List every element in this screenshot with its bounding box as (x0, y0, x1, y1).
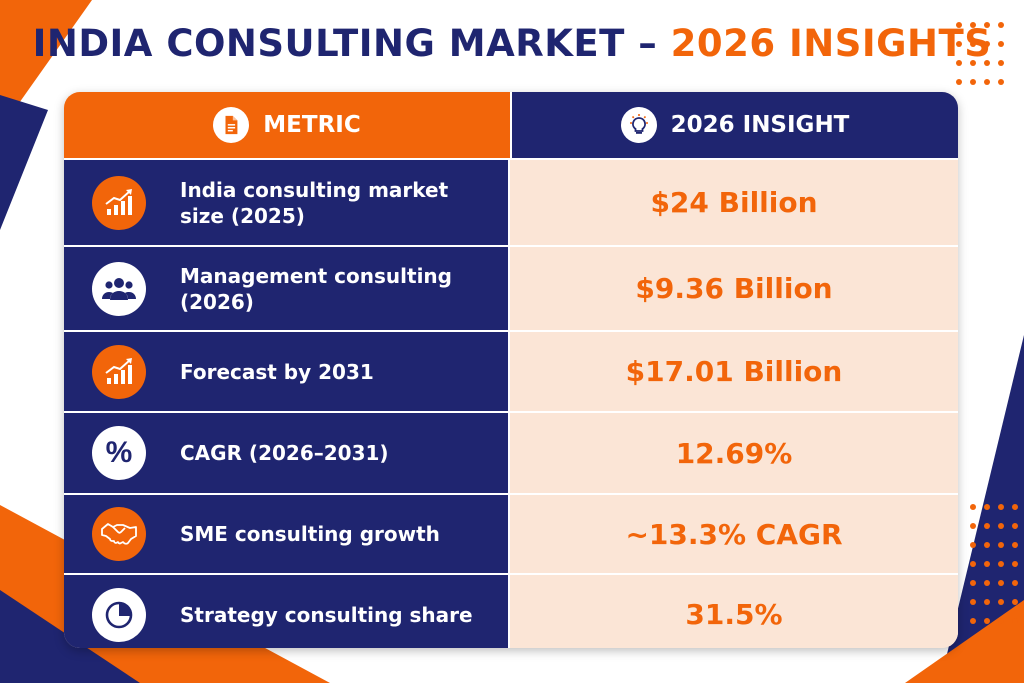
title-main: INDIA CONSULTING MARKET – (32, 22, 671, 65)
metric-cell: Management consulting (2026) (64, 247, 510, 330)
document-icon (213, 107, 250, 143)
people-group-icon (92, 261, 146, 316)
metric-label: Strategy consulting share (180, 602, 473, 627)
growth-chart-icon (92, 344, 146, 399)
metric-label: CAGR (2026–2031) (180, 441, 389, 465)
growth-chart-icon (92, 175, 146, 230)
table-header: METRIC 2026 INSIGHT (64, 92, 958, 158)
table-row: Management consulting (2026) $9.36 Billi… (64, 245, 958, 330)
dot-pattern-bottom-right (966, 500, 1022, 633)
insight-value: 12.69% (510, 413, 958, 493)
page-title: INDIA CONSULTING MARKET – 2026 INSIGHTS (0, 22, 1024, 65)
table-row: Forecast by 2031 $17.01 Billion (64, 330, 958, 411)
table-row: SME consulting growth ~13.3% CAGR (64, 493, 958, 573)
pie-chart-icon (92, 587, 146, 642)
insight-value: $24 Billion (510, 160, 958, 245)
header-insight: 2026 INSIGHT (512, 92, 958, 158)
metric-cell: Strategy consulting share (64, 575, 510, 648)
insight-value: 31.5% (510, 575, 958, 648)
metric-label: SME consulting growth (180, 522, 440, 546)
table-row: % CAGR (2026–2031) 12.69% (64, 411, 958, 493)
lightbulb-icon (620, 107, 657, 143)
percent-icon: % (92, 426, 146, 480)
insight-value: ~13.3% CAGR (510, 495, 958, 573)
table-row: Strategy consulting share 31.5% (64, 573, 958, 648)
metric-label: Forecast by 2031 (180, 359, 374, 384)
title-accent: 2026 INSIGHTS (670, 22, 992, 65)
insight-value: $9.36 Billion (510, 247, 958, 330)
handshake-icon (92, 507, 146, 561)
metric-label: Management consulting (2026) (180, 263, 452, 314)
dot-pattern-top-right (952, 18, 1008, 94)
metric-cell: India consulting market size (2025) (64, 160, 510, 245)
header-insight-label: 2026 INSIGHT (670, 112, 850, 138)
metric-cell: Forecast by 2031 (64, 332, 510, 411)
header-metric: METRIC (64, 92, 512, 158)
insight-value: $17.01 Billion (510, 332, 958, 411)
insights-table: METRIC 2026 INSIGHT (64, 92, 958, 648)
header-metric-label: METRIC (263, 112, 361, 138)
metric-cell: % CAGR (2026–2031) (64, 413, 510, 493)
metric-cell: SME consulting growth (64, 495, 510, 573)
metric-label: India consulting market size (2025) (180, 177, 449, 228)
table-row: India consulting market size (2025) $24 … (64, 158, 958, 245)
